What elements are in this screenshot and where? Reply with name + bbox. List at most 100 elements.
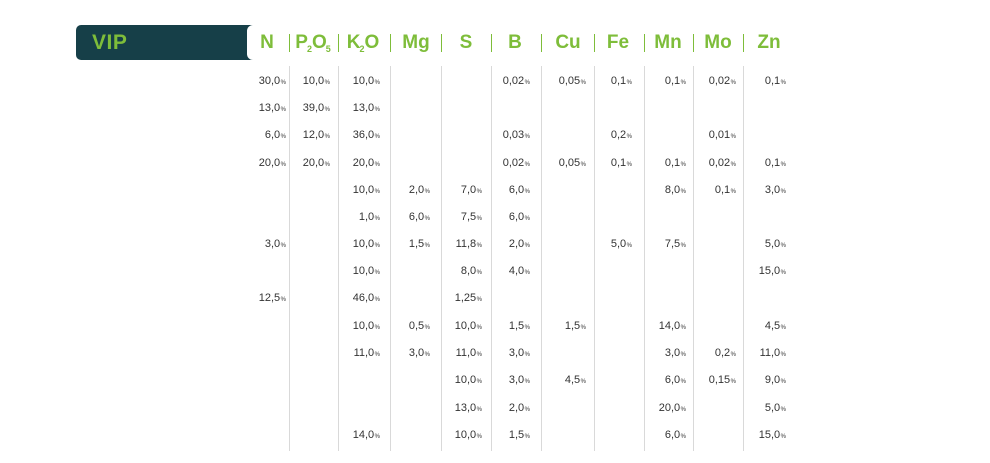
table-cell: 6,0% — [409, 210, 430, 224]
cell-value: 10,0 — [352, 184, 375, 196]
table-cell: 1,0% — [359, 210, 380, 224]
table-cell: 5,0% — [765, 237, 786, 251]
cell-value: 7,5 — [664, 238, 681, 250]
cell-unit: % — [524, 325, 530, 331]
cell-value: 39,0 — [302, 102, 325, 114]
table-cell: 3,0% — [665, 346, 686, 360]
cell-value: 10,0 — [454, 374, 477, 386]
table-cell: 0,1% — [611, 156, 632, 170]
cell-value: 30,0 — [258, 75, 281, 87]
cell-value: 36,0 — [352, 129, 375, 141]
cell-unit: % — [374, 107, 380, 113]
table-cell: 10,0% — [353, 237, 380, 251]
cell-value: 3,0 — [508, 374, 525, 386]
cell-unit: % — [524, 352, 530, 358]
cell-value: 0,02 — [708, 157, 731, 169]
header-separator — [743, 34, 744, 52]
cell-value: 1,5 — [564, 320, 581, 332]
table-cell: 0,5% — [409, 319, 430, 333]
cell-unit: % — [374, 216, 380, 222]
cell-value: 14,0 — [658, 320, 681, 332]
table-cell: 1,5% — [409, 237, 430, 251]
table-cell: 0,03% — [503, 128, 530, 142]
header-separator — [541, 34, 542, 52]
table-cell: 0,1% — [611, 74, 632, 88]
column-header-mg: Mg — [391, 25, 441, 60]
cell-value: 0,1 — [714, 184, 731, 196]
cell-unit: % — [730, 134, 736, 140]
table-cell: 20,0% — [259, 156, 286, 170]
cell-unit: % — [476, 297, 482, 303]
header-separator — [594, 34, 595, 52]
cell-value: 14,0 — [352, 429, 375, 441]
cell-unit: % — [730, 379, 736, 385]
column-header-b: B — [490, 25, 540, 60]
cell-unit: % — [476, 216, 482, 222]
cell-unit: % — [626, 80, 632, 86]
cell-value: 11,0 — [353, 347, 375, 359]
cell-unit: % — [780, 162, 786, 168]
column-header-label: K — [346, 32, 361, 53]
table-cell: 3,0% — [765, 183, 786, 197]
table-cell: 13,0% — [259, 101, 286, 115]
cell-unit: % — [324, 107, 330, 113]
cell-unit: % — [626, 162, 632, 168]
cell-unit: % — [524, 243, 530, 249]
column-header-mn: Mn — [643, 25, 693, 60]
table-cell: 5,0% — [765, 401, 786, 415]
cell-unit: % — [730, 352, 736, 358]
cell-unit: % — [476, 243, 482, 249]
cell-unit: % — [780, 80, 786, 86]
cell-value: 6,0 — [408, 211, 425, 223]
cell-value: 10,0 — [454, 320, 477, 332]
cell-unit: % — [780, 325, 786, 331]
cell-value: 8,0 — [664, 184, 681, 196]
column-header-n: N — [242, 25, 292, 60]
column-divider — [338, 66, 339, 451]
cell-value: 0,5 — [408, 320, 425, 332]
cell-unit: % — [780, 434, 786, 440]
cell-unit: % — [374, 297, 380, 303]
cell-unit: % — [626, 243, 632, 249]
cell-value: 1,5 — [408, 238, 425, 250]
table-cell: 6,0% — [509, 183, 530, 197]
column-header-label: N — [260, 32, 274, 53]
cell-unit: % — [580, 325, 586, 331]
table-cell: 10,0% — [303, 74, 330, 88]
cell-unit: % — [780, 189, 786, 195]
table-cell: 4,0% — [509, 264, 530, 278]
cell-unit: % — [476, 379, 482, 385]
cell-value: 20,0 — [352, 157, 375, 169]
cell-value: 13,0 — [352, 102, 375, 114]
cell-value: 13,0 — [454, 402, 477, 414]
cell-value: 0,1 — [764, 157, 781, 169]
cell-unit: % — [626, 134, 632, 140]
column-header-label: Fe — [606, 32, 630, 53]
cell-unit: % — [580, 80, 586, 86]
table-cell: 11,0% — [354, 346, 380, 360]
header-separator — [441, 34, 442, 52]
table-cell: 46,0% — [353, 291, 380, 305]
table-cell: 15,0% — [759, 264, 786, 278]
cell-value: 0,1 — [610, 75, 627, 87]
column-divider — [441, 66, 442, 451]
cell-value: 2,0 — [508, 238, 525, 250]
cell-value: 5,0 — [764, 238, 781, 250]
column-divider — [594, 66, 595, 451]
cell-value: 10,0 — [352, 75, 375, 87]
cell-unit: % — [374, 352, 380, 358]
column-header-label: Mg — [402, 32, 430, 53]
cell-value: 0,2 — [714, 347, 731, 359]
table-cell: 4,5% — [765, 319, 786, 333]
table-cell: 3,0% — [409, 346, 430, 360]
table-cell: 6,0% — [265, 128, 286, 142]
table-cell: 3,0% — [265, 237, 286, 251]
table-cell: 30,0% — [259, 74, 286, 88]
cell-unit: % — [280, 80, 286, 86]
column-header-label: O — [311, 32, 327, 53]
table-cell: 13,0% — [353, 101, 380, 115]
cell-unit: % — [374, 134, 380, 140]
cell-value: 0,05 — [558, 157, 581, 169]
cell-unit: % — [780, 379, 786, 385]
cell-unit: % — [374, 162, 380, 168]
